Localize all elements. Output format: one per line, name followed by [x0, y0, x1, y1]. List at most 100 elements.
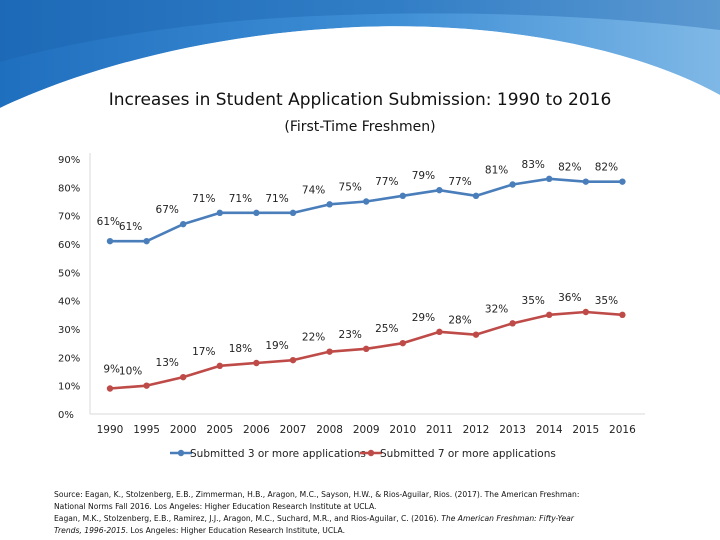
series-line	[110, 177, 623, 243]
y-tick-label: 10%	[58, 382, 80, 393]
x-tick-label: 1990	[97, 424, 124, 436]
chart-subtitle: (First-Time Freshmen)	[284, 119, 436, 135]
data-label: 23%	[339, 329, 362, 341]
chart-legend: Submitted 3 or more applications Submitte…	[170, 448, 556, 460]
data-point	[180, 373, 187, 381]
data-point	[472, 331, 480, 338]
x-tick-label: 2010	[389, 424, 416, 436]
data-point	[363, 198, 370, 205]
x-tick-label: 2005	[206, 424, 233, 436]
x-tick-label: 2015	[572, 424, 599, 436]
data-label: 17%	[192, 346, 215, 358]
data-label: 81%	[485, 165, 508, 177]
data-point	[143, 237, 150, 245]
source-line-1: Source: Eagan, K., Stolzenberg, E.B., Zi…	[54, 490, 580, 499]
data-point	[363, 345, 370, 353]
data-label: 22%	[302, 332, 325, 344]
data-point	[326, 201, 333, 208]
data-point	[582, 178, 589, 185]
data-point	[399, 192, 406, 200]
data-label: 36%	[558, 292, 581, 304]
source-citation: Source: Eagan, K., Stolzenberg, E.B., Zi…	[54, 489, 674, 537]
header-banner	[0, 0, 720, 118]
source-line-4: Trends, 1996-2015. Los Angeles: Higher E…	[54, 525, 674, 537]
x-tick-label: 2008	[316, 424, 343, 436]
source-line-2: National Norms Fall 2016. Los Angeles: H…	[54, 502, 377, 511]
data-label: 32%	[485, 303, 508, 315]
source-line-3: Eagan, M.K., Stolzenberg, E.B., Ramirez,…	[54, 513, 674, 525]
data-point	[289, 209, 297, 217]
x-tick-label: 2014	[536, 424, 563, 436]
data-point	[582, 308, 589, 316]
data-label: 61%	[119, 221, 142, 233]
y-tick-label: 80%	[58, 183, 80, 194]
chart-title: Increases in Student Application Submiss…	[108, 90, 612, 110]
data-point	[289, 356, 297, 364]
data-point	[399, 339, 406, 347]
data-label: 77%	[448, 176, 471, 188]
data-point	[326, 348, 333, 355]
x-tick-label: 2009	[353, 424, 380, 436]
data-label: 18%	[229, 343, 252, 355]
data-label: 35%	[522, 295, 545, 307]
data-point	[216, 362, 223, 370]
chart-axes: 0% 10% 20% 30% 40% 50% 60% 70% 80% 90% 1990 1995 200…	[58, 153, 645, 436]
data-point	[106, 237, 114, 245]
y-tick-label: 90%	[58, 155, 80, 166]
data-label: 71%	[265, 193, 288, 205]
data-label: 28%	[448, 315, 471, 327]
banner-wave	[0, 0, 720, 108]
data-label: 71%	[229, 193, 252, 205]
data-point	[509, 181, 516, 188]
data-point	[106, 385, 114, 392]
x-tick-label: 2006	[243, 424, 270, 436]
data-point	[619, 311, 626, 319]
y-tick-label: 0%	[58, 410, 74, 421]
data-label: 82%	[595, 162, 618, 174]
data-point	[216, 209, 223, 217]
x-tick-label: 2000	[170, 424, 197, 436]
legend-label: Submitted 7 or more applications	[380, 448, 556, 460]
legend-swatch-marker	[177, 449, 185, 457]
x-tick-label: 2013	[499, 424, 526, 436]
data-point	[436, 186, 443, 194]
legend-label: Submitted 3 or more applications	[190, 448, 366, 460]
x-tick-label: 1995	[133, 424, 160, 436]
data-label: 61%	[97, 216, 120, 228]
banner-wave-shadow	[0, 0, 720, 62]
data-label: 25%	[375, 323, 398, 335]
data-point	[619, 178, 626, 185]
data-point	[253, 209, 260, 217]
source-line-4-title: Trends, 1996-2015	[54, 526, 126, 535]
data-label: 79%	[412, 170, 435, 182]
chart-series-lines	[109, 177, 623, 390]
data-point	[180, 220, 187, 228]
y-tick-label: 30%	[58, 325, 80, 336]
source-line-3-text: Eagan, M.K., Stolzenberg, E.B., Ramirez,…	[54, 514, 442, 523]
data-point	[546, 311, 553, 319]
data-label: 82%	[558, 162, 581, 174]
chart-data-points	[106, 175, 626, 392]
x-tick-label: 2016	[609, 424, 636, 436]
data-point	[509, 320, 516, 327]
data-label: 35%	[595, 295, 618, 307]
data-label: 19%	[265, 340, 288, 352]
data-label: 83%	[522, 159, 545, 171]
data-label: 67%	[156, 204, 179, 216]
data-label: 29%	[412, 312, 435, 324]
data-label: 9%	[103, 364, 120, 376]
data-point	[436, 328, 443, 336]
y-tick-label: 20%	[58, 353, 80, 364]
y-tick-label: 60%	[58, 240, 80, 251]
line-chart: 0% 10% 20% 30% 40% 50% 60% 70% 80% 90% 1990 1995 200…	[58, 153, 645, 460]
source-line-3-title: The American Freshman: Fifty-Year	[441, 514, 574, 523]
x-tick-label: 2012	[463, 424, 490, 436]
chart-data-labels: 61%61% 67% 71% 71% 71% 74% 75% 77% 79% 77% 81% 83% 8…	[97, 159, 618, 378]
legend-swatch-marker	[367, 449, 375, 457]
data-label: 74%	[302, 184, 325, 196]
source-line-4-text: . Los Angeles: Higher Education Research…	[125, 526, 346, 535]
data-label: 75%	[339, 182, 362, 194]
y-tick-label: 40%	[58, 297, 80, 308]
x-tick-label: 2011	[426, 424, 453, 436]
data-label: 13%	[156, 357, 179, 369]
